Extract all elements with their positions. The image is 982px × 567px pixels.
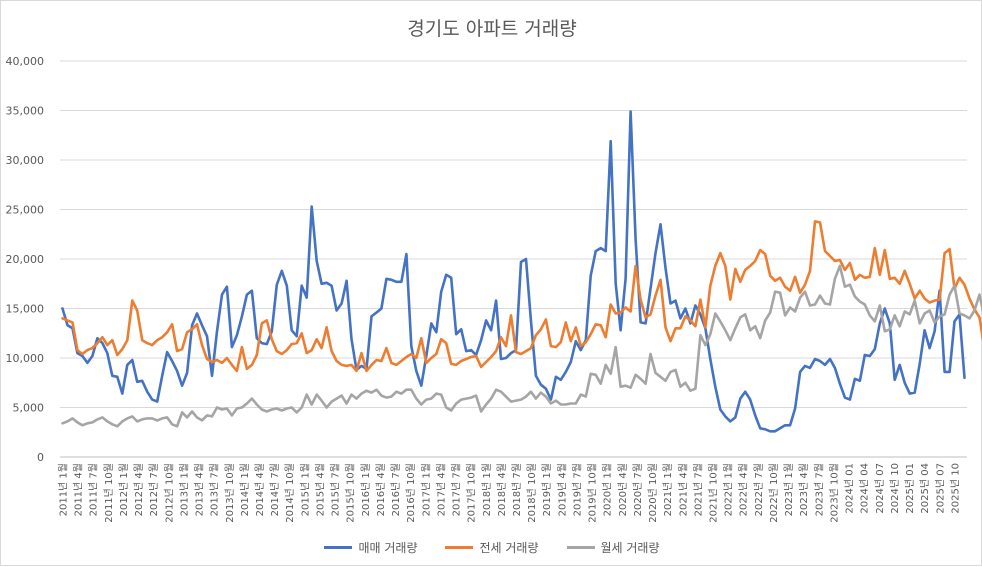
x-tick-label: 2019년 4월 bbox=[556, 463, 568, 516]
x-tick-label: 2025년 01 bbox=[904, 463, 916, 514]
x-tick-label: 2020년 10월 bbox=[647, 463, 659, 523]
y-tick-label: 15,000 bbox=[6, 303, 45, 316]
x-tick-label: 2022년 10월 bbox=[768, 463, 780, 523]
x-tick-label: 2023년 7월 bbox=[813, 463, 825, 516]
x-tick-label: 2019년 1월 bbox=[541, 463, 553, 516]
x-tick-label: 2017년 10월 bbox=[466, 463, 478, 523]
x-tick-label: 2024년 04 bbox=[859, 463, 871, 514]
y-tick-label: 35,000 bbox=[6, 105, 45, 118]
x-tick-label: 2020년 4월 bbox=[617, 463, 629, 516]
x-tick-label: 2025년 10 bbox=[949, 463, 961, 514]
x-tick-label: 2019년 10월 bbox=[587, 463, 599, 523]
y-tick-label: 30,000 bbox=[6, 154, 45, 167]
x-tick-label: 2011년 7월 bbox=[88, 463, 100, 516]
legend-label: 매매 거래량 bbox=[358, 539, 417, 556]
legend-swatch bbox=[567, 546, 595, 549]
y-tick-label: 25,000 bbox=[6, 204, 45, 217]
x-tick-label: 2018년 10월 bbox=[526, 463, 538, 523]
legend-swatch bbox=[445, 546, 473, 549]
x-tick-label: 2023년 1월 bbox=[783, 463, 795, 516]
legend: 매매 거래량 전세 거래량 월세 거래량 bbox=[1, 539, 982, 556]
x-tick-label: 2012년 7월 bbox=[148, 463, 160, 516]
x-tick-label: 2022년 4월 bbox=[738, 463, 750, 516]
x-tick-label: 2014년 1월 bbox=[239, 463, 251, 516]
legend-label: 월세 거래량 bbox=[601, 539, 660, 556]
x-tick-label: 2011년 1월 bbox=[57, 463, 69, 516]
x-tick-label: 2021년 10월 bbox=[708, 463, 720, 523]
x-tick-label: 2011년 4월 bbox=[73, 463, 85, 516]
x-tick-label: 2015년 4월 bbox=[314, 463, 326, 516]
x-tick-label: 2014년 4월 bbox=[254, 463, 266, 516]
x-tick-label: 2021년 4월 bbox=[677, 463, 689, 516]
x-tick-label: 2014년 7월 bbox=[269, 463, 281, 516]
x-tick-label: 2019년 7월 bbox=[571, 463, 583, 516]
x-tick-label: 2016년 4월 bbox=[375, 463, 387, 516]
x-tick-label: 2017년 4월 bbox=[435, 463, 447, 516]
legend-item-1: 매매 거래량 bbox=[324, 539, 417, 556]
x-tick-label: 2012년 4월 bbox=[133, 463, 145, 516]
x-tick-label: 2017년 7월 bbox=[451, 463, 463, 516]
x-tick-label: 2017년 1월 bbox=[420, 463, 432, 516]
y-tick-label: 0 bbox=[37, 451, 44, 464]
x-tick-label: 2021년 1월 bbox=[662, 463, 674, 516]
y-tick-label: 10,000 bbox=[6, 352, 45, 365]
x-tick-label: 2023년 4월 bbox=[798, 463, 810, 516]
x-tick-label: 2013년 1월 bbox=[178, 463, 190, 516]
x-tick-label: 2024년 10 bbox=[889, 463, 901, 514]
x-tick-label: 2024년 01 bbox=[844, 463, 856, 514]
x-tick-label: 2025년 04 bbox=[919, 463, 931, 514]
x-tick-label: 2018년 4월 bbox=[496, 463, 508, 516]
x-tick-label: 2012년 10월 bbox=[163, 463, 175, 523]
y-tick-label: 40,000 bbox=[6, 55, 45, 68]
x-tick-label: 2011년 10월 bbox=[103, 463, 115, 523]
x-tick-label: 2024년 07 bbox=[874, 463, 886, 514]
series-line-3 bbox=[63, 266, 982, 426]
x-tick-label: 2016년 7월 bbox=[390, 463, 402, 516]
x-tick-label: 2018년 7월 bbox=[511, 463, 523, 516]
x-tick-label: 2018년 1월 bbox=[481, 463, 493, 516]
series-line-1 bbox=[63, 112, 965, 432]
x-tick-label: 2020년 7월 bbox=[632, 463, 644, 516]
x-tick-label: 2012년 1월 bbox=[118, 463, 130, 516]
x-tick-label: 2021년 7월 bbox=[692, 463, 704, 516]
legend-item-2: 전세 거래량 bbox=[445, 539, 538, 556]
x-tick-label: 2014년 10월 bbox=[284, 463, 296, 523]
x-tick-label: 2023년 10월 bbox=[828, 463, 840, 523]
legend-swatch bbox=[324, 546, 352, 549]
x-tick-label: 2025년 07 bbox=[934, 463, 946, 514]
legend-item-3: 월세 거래량 bbox=[567, 539, 660, 556]
x-tick-label: 2016년 1월 bbox=[360, 463, 372, 516]
x-tick-label: 2022년 7월 bbox=[753, 463, 765, 516]
x-tick-label: 2013년 7월 bbox=[209, 463, 221, 516]
x-tick-label: 2015년 1월 bbox=[299, 463, 311, 516]
x-tick-label: 2022년 1월 bbox=[723, 463, 735, 516]
x-tick-label: 2013년 4월 bbox=[194, 463, 206, 516]
x-tick-label: 2015년 10월 bbox=[345, 463, 357, 523]
x-tick-label: 2013년 10월 bbox=[224, 463, 236, 523]
series-line-2 bbox=[63, 221, 982, 371]
y-tick-label: 20,000 bbox=[6, 253, 45, 266]
legend-label: 전세 거래량 bbox=[479, 539, 538, 556]
x-tick-label: 2015년 7월 bbox=[330, 463, 342, 516]
x-tick-label: 2020년 1월 bbox=[602, 463, 614, 516]
y-tick-label: 5,000 bbox=[13, 402, 45, 415]
x-tick-label: 2016년 10월 bbox=[405, 463, 417, 523]
